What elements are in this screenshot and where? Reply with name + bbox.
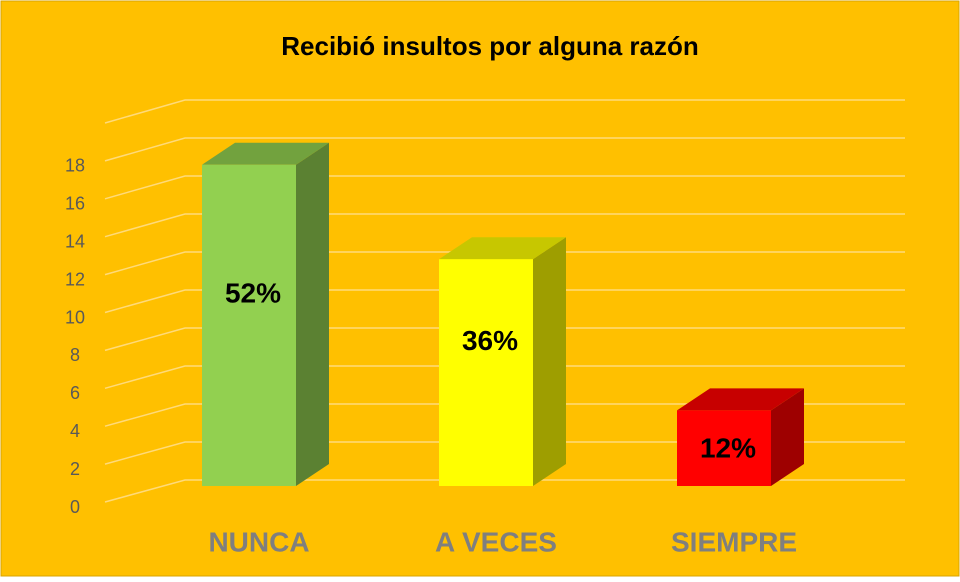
data-label: 52% <box>225 278 281 309</box>
bar <box>439 259 533 486</box>
bar-top <box>677 388 804 411</box>
y-tick-label: 2 <box>70 459 80 479</box>
grid-line <box>104 175 905 200</box>
x-tick-label: NUNCA <box>208 526 309 557</box>
grid-line <box>104 403 905 427</box>
bar-top <box>439 237 566 260</box>
grid-line <box>104 289 905 314</box>
x-tick-label: SIEMPRE <box>671 526 797 557</box>
y-tick-label: 10 <box>65 307 85 327</box>
y-tick-label: 4 <box>70 421 80 441</box>
y-tick-label: 18 <box>65 156 85 176</box>
bar-side <box>771 388 804 486</box>
y-tick-label: 8 <box>70 345 80 365</box>
bar-side <box>296 142 329 486</box>
chart-title: Recibió insultos por alguna razón <box>281 31 699 61</box>
x-tick-label: A VECES <box>435 526 557 557</box>
y-tick-label: 16 <box>65 194 85 214</box>
grid-line <box>104 327 905 352</box>
grid-line <box>104 137 905 162</box>
grid-line <box>104 441 905 465</box>
bar <box>202 164 296 486</box>
y-tick-label: 12 <box>65 269 85 289</box>
bar-top <box>202 142 329 165</box>
grid-line <box>104 251 905 276</box>
y-tick-label: 6 <box>70 383 80 403</box>
y-tick-label: 0 <box>70 497 80 517</box>
data-label: 36% <box>462 325 518 356</box>
bar-side <box>533 237 566 486</box>
y-tick-label: 14 <box>65 231 85 251</box>
grid-line <box>104 479 905 503</box>
bar <box>677 410 771 486</box>
data-label: 12% <box>700 433 756 464</box>
grid-line <box>104 99 905 124</box>
grid-line <box>104 213 905 238</box>
grid-line <box>104 365 905 390</box>
